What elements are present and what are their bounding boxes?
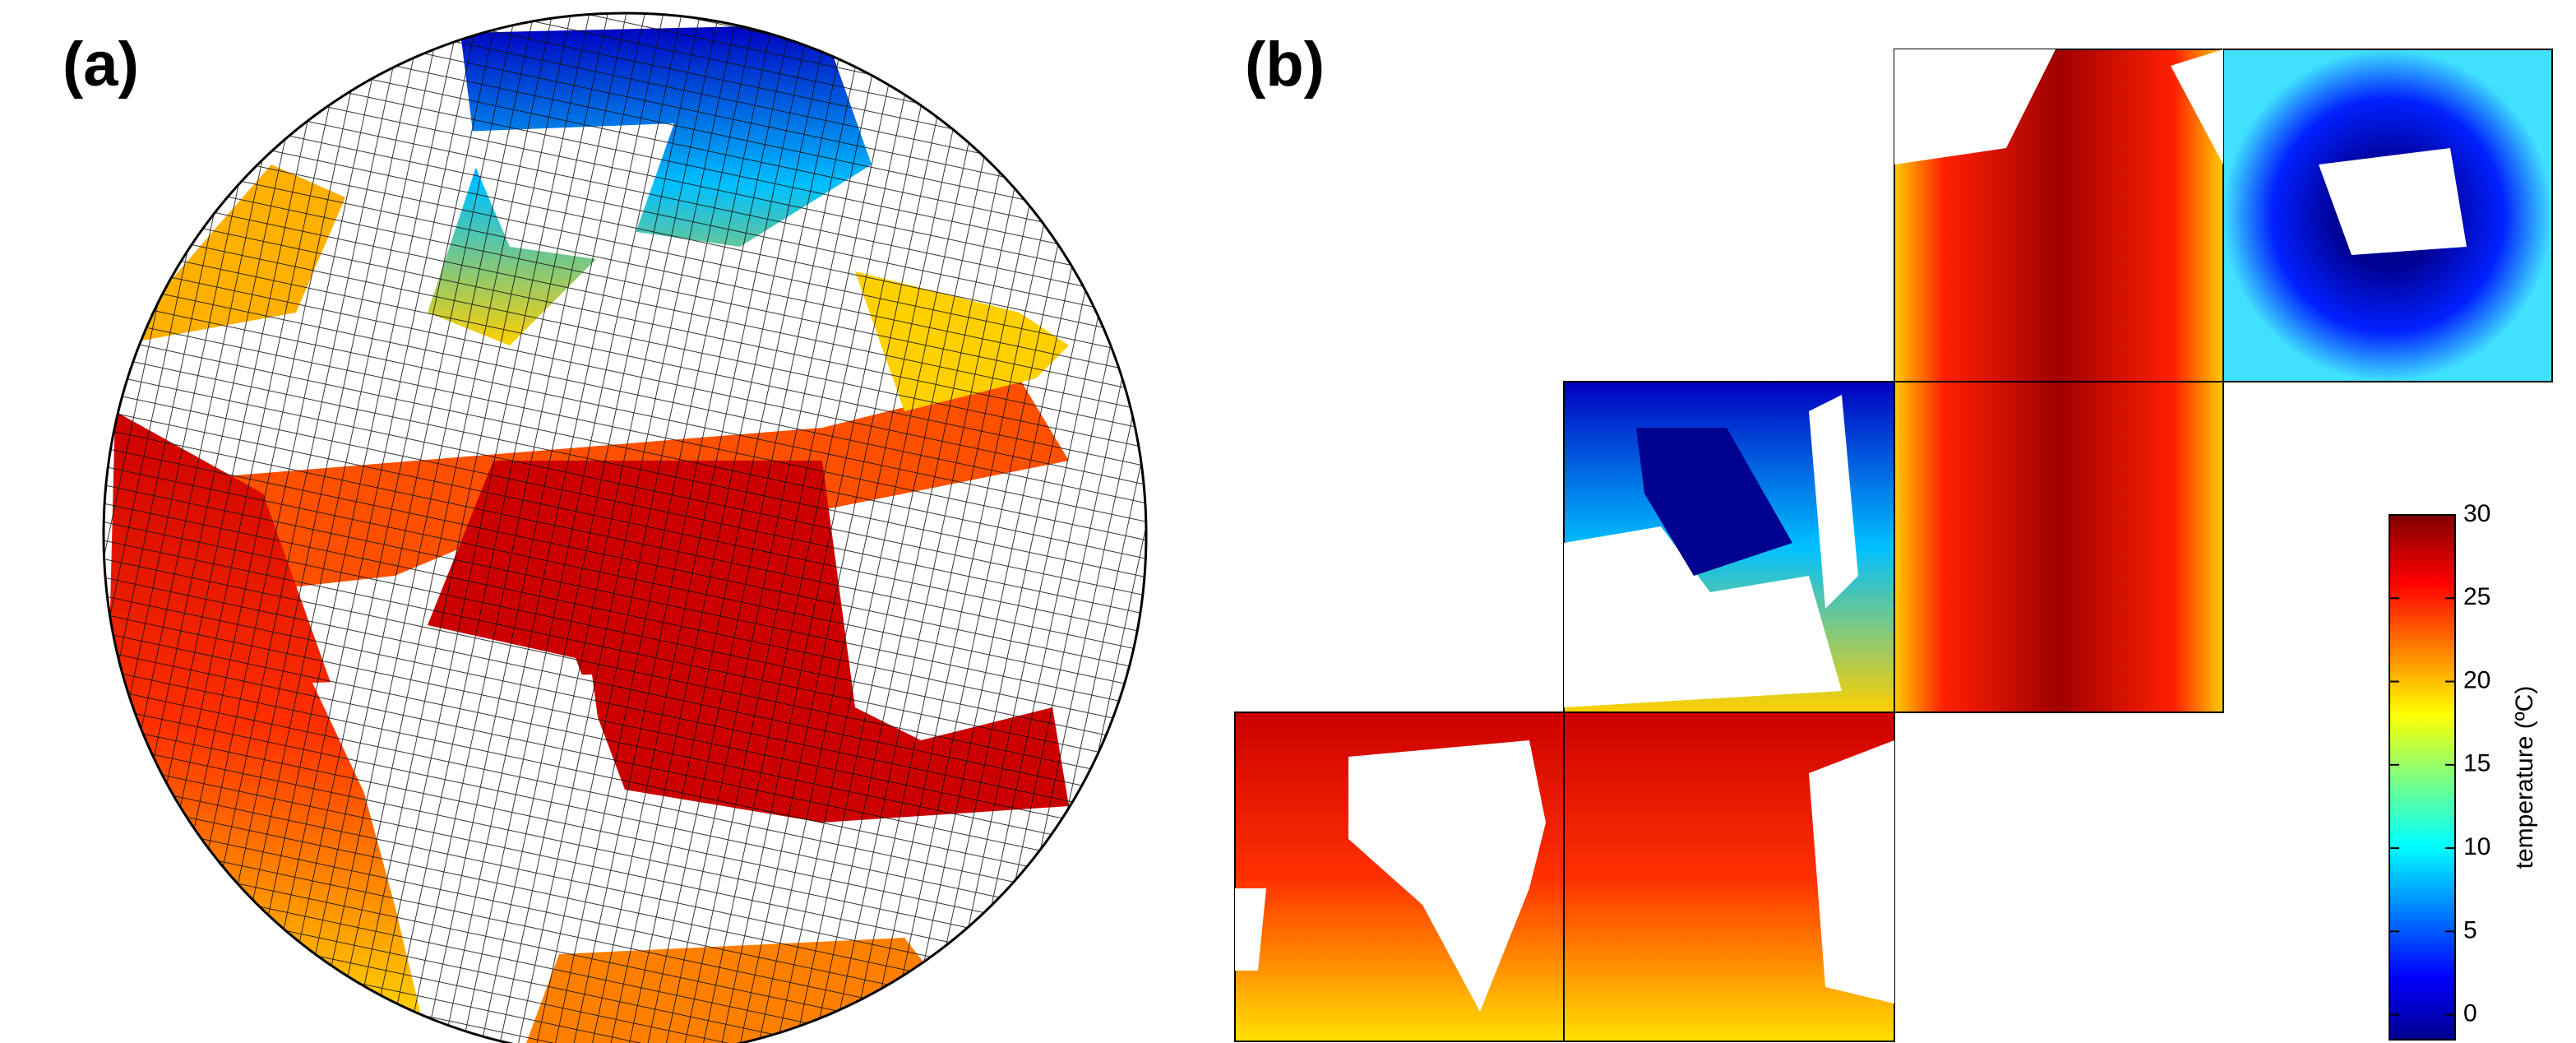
colorbar-label: temperature (ºC) <box>2511 686 2538 869</box>
tick-label: 15 <box>2463 750 2490 777</box>
tick-label: 25 <box>2463 583 2490 610</box>
face <box>1894 382 2223 712</box>
tick-label: 20 <box>2463 666 2490 693</box>
tick-label: 0 <box>2463 1000 2477 1027</box>
page: 051015202530 (a) (b) temperature (ºC) ((… <box>0 0 2576 1043</box>
colorbar: 0 5 10 15 20 25 30 <box>2389 500 2490 1040</box>
figure: 0 5 10 15 20 25 30 (a) (b) temperature (ºC) <box>0 0 2576 1043</box>
tick-label: 5 <box>2463 916 2477 943</box>
globe <box>99 0 1168 1043</box>
panel-label: (b) <box>1245 30 1325 100</box>
panel-label: (a) <box>62 30 139 100</box>
colorbar-bar <box>2389 515 2455 1040</box>
tick-label: 10 <box>2463 833 2490 860</box>
tick-label: 30 <box>2463 500 2490 527</box>
